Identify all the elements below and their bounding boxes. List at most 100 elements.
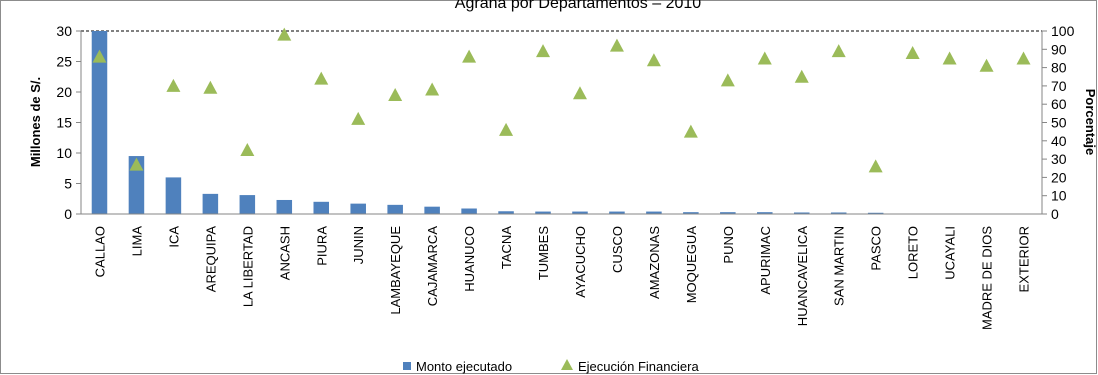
- chart-title: Agrana por Departamentos – 2010: [455, 0, 701, 12]
- x-tick-label: HUANUCO: [462, 226, 477, 292]
- y2-tick-label: 0: [1051, 206, 1059, 222]
- bar: [830, 212, 847, 214]
- scatter-point: [868, 159, 883, 173]
- bar: [646, 211, 662, 214]
- scatter-point: [536, 44, 551, 58]
- x-tick-label: MOQUEGUA: [684, 226, 699, 304]
- scatter-point: [129, 157, 144, 171]
- scatter-point: [499, 122, 514, 136]
- x-tick-label: MADRE DE DIOS: [980, 226, 995, 330]
- x-tick-label: PASCO: [869, 226, 884, 271]
- scatter-point: [905, 45, 920, 59]
- x-tick-label: LORETO: [906, 226, 921, 279]
- y-tick-label: 15: [56, 115, 72, 131]
- x-tick-label: ANCASH: [277, 226, 292, 280]
- scatter-point: [757, 51, 772, 65]
- scatter-point: [240, 142, 255, 156]
- x-tick-label: HUANCAVELICA: [795, 226, 810, 327]
- y-tick-label: 30: [56, 23, 72, 39]
- bar: [793, 212, 810, 214]
- x-tick-label: CALLAO: [92, 226, 107, 277]
- scatter-point: [794, 69, 809, 83]
- legend: Monto ejecutado Ejecución Financiera: [403, 359, 699, 374]
- bar: [720, 212, 736, 214]
- scatter-point: [388, 88, 403, 102]
- bar: [757, 212, 773, 214]
- y-axis-label: Millones de S/.: [28, 77, 43, 167]
- bar: [313, 201, 330, 214]
- bar: [239, 195, 256, 214]
- bar: [867, 212, 884, 214]
- scatter-point: [92, 49, 107, 63]
- bar: [91, 31, 108, 214]
- bar: [572, 211, 588, 214]
- y-tick-label: 5: [64, 176, 72, 192]
- legend-label-bar: Monto ejecutado: [416, 359, 512, 374]
- x-tick-label: CUSCO: [610, 226, 625, 273]
- x-tick-label: SAN MARTIN: [832, 226, 847, 306]
- x-tick-label: LIMA: [129, 226, 144, 257]
- scatter-point: [314, 71, 329, 85]
- x-tick-label: ICA: [166, 226, 181, 248]
- scatter-point: [425, 82, 440, 96]
- scatter-point: [277, 27, 292, 41]
- y2-tick-label: 20: [1051, 169, 1067, 185]
- x-tick-label: TUMBES: [536, 226, 551, 281]
- bar: [498, 211, 514, 214]
- bar: [387, 204, 403, 214]
- scatter-point: [831, 44, 846, 58]
- scatter-point: [1016, 51, 1031, 65]
- scatter-point: [720, 73, 735, 87]
- x-tick-label: CAJAMARCA: [425, 226, 440, 307]
- y2-tick-label: 80: [1051, 60, 1067, 76]
- x-tick-label: AYACUCHO: [573, 226, 588, 298]
- x-tick-label: AMAZONAS: [647, 226, 662, 299]
- x-tick-label: UCAYALI: [943, 226, 958, 280]
- y2-tick-label: 40: [1051, 133, 1067, 149]
- plot-area: 0 5 10 15 20 25 30 0 10 20 30 40 50 60 70 80 90 100 CALLAO…: [56, 23, 1074, 330]
- y2-axis-label: Porcentaje: [1083, 89, 1098, 155]
- x-tick-label: PIURA: [314, 226, 329, 266]
- y2-tick-label: 70: [1051, 78, 1067, 94]
- scatter-point: [609, 38, 624, 52]
- x-tick-label: PUNO: [721, 226, 736, 264]
- scatter-point: [942, 51, 957, 65]
- bar: [609, 211, 625, 214]
- y2-tick-label: 50: [1051, 115, 1067, 131]
- y2-tick-label: 90: [1051, 41, 1067, 57]
- x-tick-label: AREQUIPA: [203, 226, 218, 293]
- bar: [350, 203, 366, 214]
- scatter-point: [462, 49, 477, 63]
- bar: [165, 177, 182, 214]
- scatter-point: [572, 86, 587, 100]
- y-tick-label: 20: [56, 84, 72, 100]
- legend-swatch-triangle: [561, 359, 573, 370]
- y-tick-label: 10: [56, 145, 72, 161]
- bar: [202, 193, 219, 214]
- bar: [461, 208, 477, 214]
- x-tick-label: TACNA: [499, 226, 514, 269]
- y2-tick-label: 60: [1051, 96, 1067, 112]
- x-tick-label: LAMBAYEQUE: [388, 226, 403, 315]
- x-tick-label: EXTERIOR: [1017, 226, 1032, 292]
- bar: [535, 211, 551, 214]
- bar: [276, 199, 293, 214]
- scatter-point: [203, 80, 218, 94]
- y2-tick-label: 100: [1051, 23, 1075, 39]
- x-tick-label: LA LIBERTAD: [240, 226, 255, 307]
- legend-label-triangle: Ejecución Financiera: [578, 359, 699, 374]
- legend-swatch-bar: [403, 362, 411, 370]
- x-tick-label: APURIMAC: [758, 226, 773, 295]
- y2-tick-label: 10: [1051, 188, 1067, 204]
- y-tick-label: 25: [56, 54, 72, 70]
- y-tick-label: 0: [64, 206, 72, 222]
- scatter-point: [683, 124, 698, 138]
- x-tick-label: JUNIN: [351, 226, 366, 264]
- scatter-point: [646, 53, 661, 67]
- y2-tick-label: 30: [1051, 151, 1067, 167]
- scatter-point: [351, 111, 366, 125]
- bar: [424, 206, 440, 214]
- scatter-point: [166, 78, 181, 92]
